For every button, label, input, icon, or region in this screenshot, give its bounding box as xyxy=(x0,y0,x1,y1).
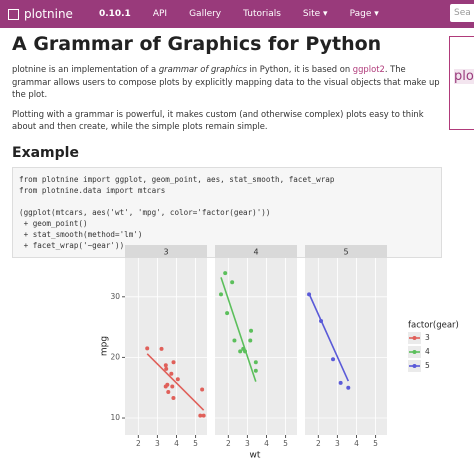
fit-line xyxy=(220,277,257,382)
nav-link[interactable]: API xyxy=(152,9,168,19)
y-axis-label: mpg xyxy=(100,336,110,356)
legend-label: 3 xyxy=(425,333,430,342)
panel xyxy=(305,258,387,435)
text: . The grammar allows users to compose pl… xyxy=(12,64,440,99)
logo-text: plo xyxy=(454,69,474,84)
y-tick-label: 30 xyxy=(110,292,120,301)
sidebar-logo: plo xyxy=(449,36,474,130)
x-tick-label: 2 xyxy=(136,439,141,448)
point xyxy=(171,360,176,365)
fit-line xyxy=(308,293,350,382)
point xyxy=(163,384,168,389)
point xyxy=(331,357,336,362)
panel xyxy=(125,258,207,435)
point xyxy=(346,385,351,390)
point xyxy=(338,380,343,385)
x-tick-label: 3 xyxy=(245,439,250,448)
x-tick-label: 3 xyxy=(155,439,160,448)
point xyxy=(248,338,253,343)
legend-title: factor(gear) xyxy=(408,321,459,331)
strip-label: 3 xyxy=(163,248,168,257)
code-line: from plotnine import ggplot, geom_point,… xyxy=(19,174,335,184)
nav-link[interactable]: Gallery xyxy=(189,9,222,19)
y-tick-label: 10 xyxy=(110,413,120,422)
text: plotnine is an implementation of a xyxy=(12,64,159,74)
point xyxy=(163,363,168,368)
point xyxy=(164,366,169,371)
emphasis: grammar of graphics xyxy=(158,64,247,74)
x-tick-label: 5 xyxy=(373,439,378,448)
strip-label: 5 xyxy=(343,248,348,257)
nav-link[interactable]: Site ▾ xyxy=(302,9,328,19)
search-box[interactable]: Sea xyxy=(450,4,474,22)
point xyxy=(232,338,237,343)
x-tick-label: 2 xyxy=(316,439,321,448)
x-tick-label: 5 xyxy=(283,439,288,448)
point xyxy=(198,413,203,418)
point xyxy=(230,280,235,285)
point xyxy=(159,346,164,351)
intro: plotnine is an implementation of a gramm… xyxy=(12,63,442,101)
point xyxy=(200,387,205,392)
intro2: Plotting with a grammar is powerful, it … xyxy=(12,108,424,132)
point xyxy=(253,368,258,373)
point xyxy=(145,346,150,351)
chart: 3 2 3 4 5 4 2 3 4 5 5 2 3 4 5 10 20 30 wt mpg factor(gear) 3 4… xyxy=(100,245,459,461)
point xyxy=(175,377,180,382)
point xyxy=(169,371,174,376)
legend-swatch xyxy=(412,336,417,340)
legend-label: 4 xyxy=(425,347,430,356)
legend-label: 5 xyxy=(425,361,430,370)
section-heading: Example xyxy=(12,144,79,161)
navbar: plotnine 0.10.1 API Gallery Tutorials Si… xyxy=(0,0,474,28)
x-tick-label: 4 xyxy=(174,439,179,448)
code-line: + geom_point() xyxy=(19,218,88,228)
x-tick-label: 4 xyxy=(354,439,359,448)
strip xyxy=(125,245,207,258)
legend-swatch xyxy=(412,350,417,354)
version: 0.10.1 xyxy=(98,9,131,19)
link[interactable]: ggplot2 xyxy=(352,64,385,74)
x-tick-label: 4 xyxy=(264,439,269,448)
nav-link[interactable]: Page ▾ xyxy=(349,9,379,19)
legend-swatch xyxy=(412,364,417,368)
brand-text[interactable]: plotnine xyxy=(24,7,73,21)
strip-label: 4 xyxy=(253,248,258,257)
point xyxy=(319,319,324,324)
point xyxy=(225,311,230,316)
code-line: + facet_wrap('~gear')) xyxy=(19,240,125,250)
code-line: + stat_smooth(method='lm') xyxy=(19,229,143,239)
point xyxy=(201,413,206,418)
fit-line xyxy=(146,353,205,411)
strip xyxy=(305,245,387,258)
point xyxy=(166,389,171,394)
point xyxy=(238,349,243,354)
strip xyxy=(215,245,297,258)
code-line: from plotnine.data import mtcars xyxy=(19,185,166,195)
page-title: A Grammar of Graphics for Python xyxy=(12,33,382,55)
code-line: (ggplot(mtcars, aes('wt', 'mpg', color='… xyxy=(19,207,271,217)
point xyxy=(219,292,224,297)
x-tick-label: 5 xyxy=(193,439,198,448)
text: in Python, it is based on xyxy=(246,64,353,74)
nav-link[interactable]: Tutorials xyxy=(243,9,281,19)
point xyxy=(249,328,254,333)
content: A Grammar of Graphics for Python plotnin… xyxy=(12,30,442,258)
panel xyxy=(215,258,297,435)
x-tick-label: 2 xyxy=(226,439,231,448)
x-axis-label: wt xyxy=(250,451,261,461)
point xyxy=(253,360,258,365)
point xyxy=(170,384,175,389)
point xyxy=(307,292,312,297)
y-tick-label: 20 xyxy=(110,352,120,361)
x-tick-label: 3 xyxy=(335,439,340,448)
code-block: from plotnine import ggplot, geom_point,… xyxy=(12,166,442,258)
point xyxy=(241,346,246,351)
brand[interactable]: plotnine xyxy=(8,7,73,21)
point xyxy=(223,271,228,276)
point xyxy=(171,396,176,401)
